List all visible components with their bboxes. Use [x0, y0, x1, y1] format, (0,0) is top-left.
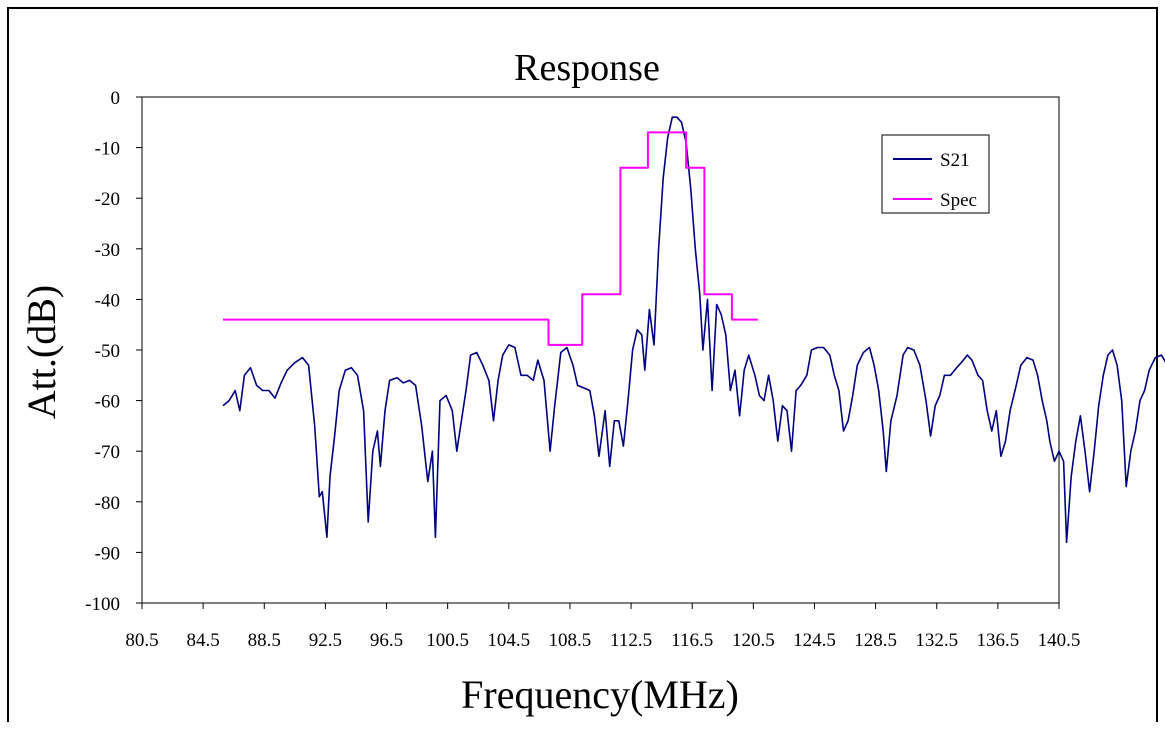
x-tick-label: 124.5 — [793, 630, 836, 651]
x-tick-label: 100.5 — [426, 630, 469, 651]
series-line-s21 — [222, 116, 1165, 544]
y-tick-label: -10 — [95, 139, 120, 160]
y-tick-label: -50 — [95, 341, 120, 362]
x-axis-ticks: 80.5 84.5 88.5 92.5 96.5 100.5 104.5 108.5 112.5… — [125, 603, 1080, 651]
x-tick-label: 84.5 — [187, 630, 220, 651]
chart-frame — [7, 7, 1158, 722]
x-tick-label: 128.5 — [854, 630, 897, 651]
legend-label-spec: Spec — [940, 190, 977, 211]
x-tick-label: 96.5 — [370, 630, 403, 651]
series-layer — [222, 116, 1165, 544]
x-tick-label: 116.5 — [671, 630, 713, 651]
series-line-spec — [223, 131, 758, 346]
x-tick-label: 108.5 — [549, 630, 592, 651]
y-tick-label: -70 — [95, 442, 120, 463]
legend: S21 Spec — [881, 134, 990, 214]
x-tick-label: 140.5 — [1038, 630, 1081, 651]
y-tick-label: -30 — [95, 240, 120, 261]
y-axis-ticks: 0 -10 -20 -30 -40 -50 -60 -70 -80 -90 -100 — [85, 88, 142, 615]
x-tick-label: 132.5 — [915, 630, 958, 651]
y-tick-label: -100 — [85, 594, 120, 615]
chart-title: Response — [514, 47, 660, 89]
y-tick-label: -90 — [95, 543, 120, 564]
x-tick-label: 112.5 — [610, 630, 652, 651]
y-tick-label: -60 — [95, 392, 120, 413]
y-tick-label: -40 — [95, 290, 120, 311]
x-tick-label: 80.5 — [125, 630, 158, 651]
x-tick-label: 136.5 — [976, 630, 1019, 651]
x-axis-label: Frequency(MHz) — [461, 672, 739, 717]
y-tick-label: -80 — [95, 493, 120, 514]
y-axis-label: Att.(dB) — [19, 285, 64, 419]
x-tick-label: 88.5 — [248, 630, 281, 651]
x-tick-label: 104.5 — [487, 630, 530, 651]
y-tick-label: -20 — [95, 189, 120, 210]
legend-label-s21: S21 — [940, 150, 970, 171]
y-tick-label: 0 — [111, 88, 121, 109]
x-tick-label: 120.5 — [732, 630, 775, 651]
x-tick-label: 92.5 — [309, 630, 342, 651]
